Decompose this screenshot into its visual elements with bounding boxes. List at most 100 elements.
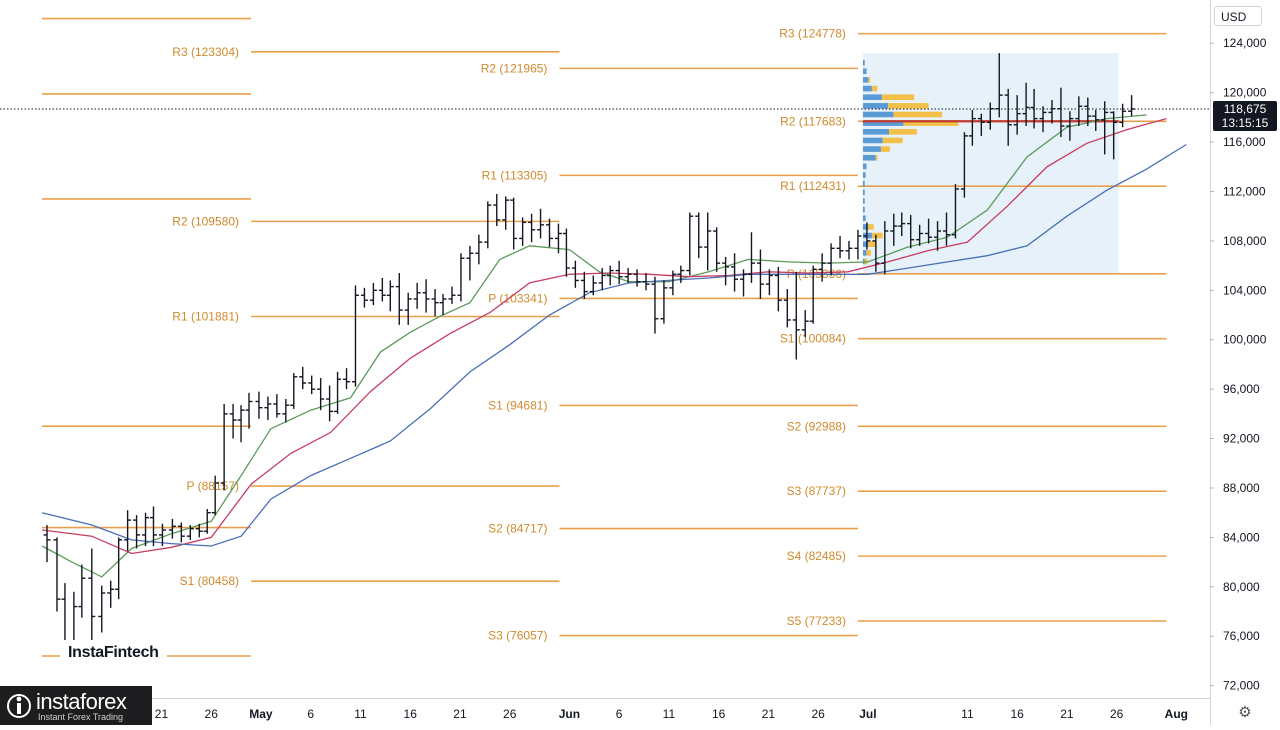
time-axis-label: 16 <box>712 707 726 721</box>
volume-profile-bar-down <box>866 250 872 256</box>
ohlc-bar <box>934 221 942 251</box>
ohlc-bar <box>177 522 185 543</box>
pivot-level-label: R2 (121965) <box>481 61 548 75</box>
ohlc-bar <box>107 580 115 608</box>
ohlc-bar <box>115 537 123 600</box>
ohlc-bar <box>747 232 755 283</box>
ohlc-bar <box>562 228 570 277</box>
ohlc-bar <box>1128 95 1136 117</box>
pivot-level-label: S2 (92988) <box>787 419 846 433</box>
ohlc-bar <box>765 269 773 296</box>
ohlc-bar <box>783 289 791 328</box>
brand-name: instaforex <box>36 689 127 714</box>
ohlc-bar <box>677 265 685 283</box>
ohlc-bar <box>484 201 492 249</box>
volume-profile-bar-down <box>882 137 903 144</box>
ohlc-bar <box>317 378 325 411</box>
ohlc-bar <box>299 366 307 390</box>
ohlc-bar <box>255 391 263 419</box>
volume-profile-bar-up <box>862 163 867 170</box>
ohlc-bar <box>124 510 132 551</box>
ohlc-bar <box>1004 88 1012 146</box>
time-axis-label: 21 <box>1060 707 1074 721</box>
pivot-level-label: R1 (112431) <box>780 179 846 193</box>
pivot-level-label: R3 (124778) <box>779 27 846 41</box>
pivot-level-label: S3 (76057) <box>488 629 547 643</box>
ohlc-bar <box>1092 109 1100 131</box>
ohlc-bar <box>589 275 597 296</box>
price-axis-label: 88,000 <box>1223 481 1260 495</box>
ohlc-bar <box>351 285 359 387</box>
ohlc-bar <box>413 282 421 309</box>
price-axis-label: 116,000 <box>1223 135 1266 149</box>
ohlc-bar <box>273 394 281 418</box>
ohlc-bar <box>1084 97 1092 127</box>
ohlc-bar <box>756 249 764 299</box>
ohlc-bar <box>142 512 150 547</box>
ohlc-bar <box>740 269 748 297</box>
ohlc-bar <box>925 218 933 244</box>
pivot-level-label: P (103341) <box>488 291 547 305</box>
time-axis-label: Jul <box>859 707 876 721</box>
ohlc-bar <box>704 212 712 271</box>
ohlc-bar <box>890 213 898 246</box>
volume-profile-area <box>862 53 1119 275</box>
volume-profile-bar-up <box>862 189 865 196</box>
ohlc-bar <box>1101 101 1109 155</box>
ohlc-bar <box>88 548 96 654</box>
time-axis-label: 26 <box>1110 707 1124 721</box>
pivot-level-label: R1 (101881) <box>172 309 239 323</box>
ohlc-bar <box>334 371 342 414</box>
ohlc-bar <box>809 265 817 324</box>
ohlc-bar <box>571 260 579 288</box>
ohlc-bar <box>510 197 518 250</box>
ohlc-bar <box>78 564 86 618</box>
ohlc-bar <box>695 212 703 259</box>
ohlc-bar <box>546 218 553 248</box>
moving-average-line <box>41 143 1187 547</box>
ohlc-bar <box>943 212 951 246</box>
volume-profile-bar-down <box>888 103 929 109</box>
volume-profile-bar-up <box>862 250 867 256</box>
volume-profile-bar-down <box>893 111 943 118</box>
price-axis-label: 104,000 <box>1223 283 1267 297</box>
volume-profile-bar-up <box>862 85 872 92</box>
pivot-level-label: R2 (117683) <box>780 114 846 128</box>
ohlc-bar <box>633 269 641 287</box>
ohlc-bar <box>660 280 668 324</box>
time-axis-label: 11 <box>961 707 974 721</box>
currency-label: USD <box>1221 10 1247 24</box>
ohlc-bar <box>378 277 386 302</box>
volume-profile-bar-up <box>862 120 904 126</box>
ohlc-bar <box>818 253 826 282</box>
time-axis-label: May <box>249 707 273 721</box>
ohlc-bar <box>977 113 985 136</box>
ohlc-bar <box>149 506 157 547</box>
ohlc-bar <box>43 525 51 563</box>
price-axis-label: 80,000 <box>1223 580 1260 594</box>
ohlc-bar <box>475 234 483 265</box>
volume-profile-bar-up <box>862 94 882 100</box>
time-axis-label: 21 <box>762 707 776 721</box>
ohlc-bar <box>722 256 730 286</box>
ohlc-bar <box>1075 96 1083 127</box>
ohlc-bar <box>731 253 739 292</box>
currency-selector[interactable]: USD <box>1214 6 1262 26</box>
time-axis-label: 21 <box>155 707 169 721</box>
ohlc-bar <box>1013 95 1021 135</box>
ohlc-bar <box>537 208 545 239</box>
volume-profile-bar-up <box>862 146 881 152</box>
volume-profile-bar-down <box>868 241 877 248</box>
ohlc-bar <box>245 392 253 429</box>
price-axis-label: 84,000 <box>1223 530 1260 544</box>
time-axis-label: 26 <box>205 707 219 721</box>
volume-profile-bar-down <box>889 128 917 135</box>
current-price-badge <box>1213 101 1277 132</box>
pivot-level-label: R2 (109580) <box>172 214 239 228</box>
ohlc-bar <box>642 273 650 291</box>
ohlc-bar <box>968 109 976 146</box>
gear-icon[interactable]: ⚙ <box>1238 704 1252 721</box>
ohlc-bar <box>554 223 562 254</box>
